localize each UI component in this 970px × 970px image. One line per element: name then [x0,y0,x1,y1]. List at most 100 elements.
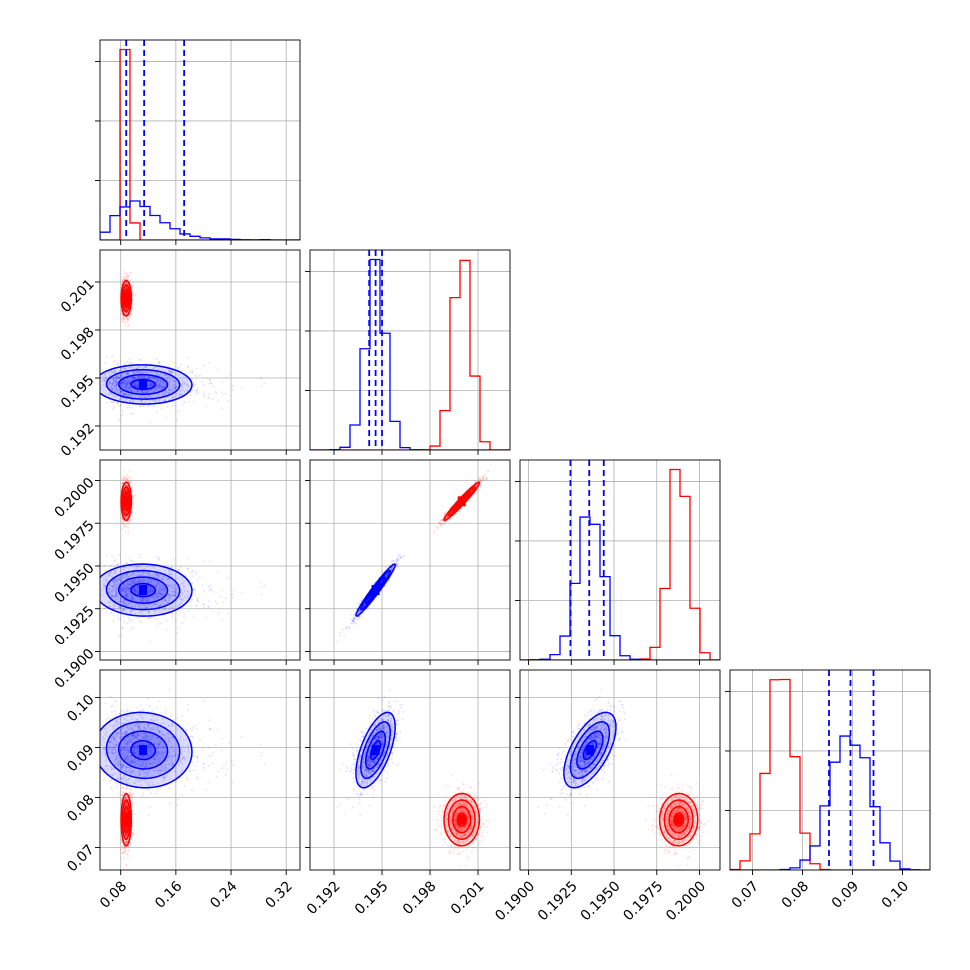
scatter-point [125,304,128,307]
scatter-point [121,380,124,382]
scatter-point [183,401,186,404]
scatter-point [158,381,161,384]
scatter-point [115,383,118,386]
scatter-point [133,382,136,385]
scatter-point [125,381,128,384]
scatter-point [194,604,197,607]
scatter-point [231,593,234,596]
scatter-point [126,394,128,397]
scatter-point [163,399,166,401]
scatter-point [176,392,178,395]
scatter-point [111,387,114,390]
scatter-point [145,395,147,398]
scatter-point [133,383,135,386]
scatter-point [181,382,184,385]
scatter-point [123,621,126,624]
scatter-point [115,378,118,380]
scatter-point [129,387,132,390]
scatter-point [132,497,134,499]
scatter-point [124,387,127,390]
scatter-point [174,387,176,390]
scatter-point [107,393,110,396]
scatter-point [124,303,127,306]
scatter-point [125,312,127,315]
scatter-point [133,371,136,374]
density-peak [139,379,148,390]
scatter-point [148,385,151,387]
scatter-point [104,379,107,382]
scatter-point [128,617,131,620]
scatter-point [157,389,160,392]
scatter-point [168,369,171,372]
scatter-point [115,396,118,399]
scatter-point [185,379,188,382]
scatter-point [149,383,152,386]
scatter-point [112,361,115,364]
scatter-point [133,384,136,387]
scatter-point [150,388,153,391]
scatter-point [138,375,141,378]
scatter-point [127,276,129,278]
scatter-point [214,391,217,393]
scatter-point [128,404,131,407]
scatter-point [126,383,129,386]
scatter-point [128,271,131,274]
scatter-point [150,383,153,386]
scatter-point [168,380,171,383]
scatter-point [117,389,120,392]
scatter-point [125,308,128,310]
y-tick-label: 0.198 [58,324,98,364]
scatter-point [105,402,108,405]
scatter-point [124,275,127,278]
scatter-point [203,393,206,396]
scatter-point [151,396,153,399]
scatter-point [129,315,131,318]
scatter-point [214,600,217,602]
scatter-point [130,485,133,488]
scatter-point [128,381,131,383]
scatter-point [119,405,122,408]
scatter-point [121,375,124,378]
scatter-point [126,274,128,277]
scatter-point [131,376,133,379]
scatter-point [125,291,128,294]
scatter-point [129,388,132,391]
scatter-point [187,366,189,369]
scatter-point [128,387,131,389]
scatter-point [186,389,189,391]
panel-frame [99,249,301,451]
scatter-point [123,393,125,396]
scatter-point [126,484,129,487]
scatter-point [140,400,143,403]
scatter-point [108,381,111,384]
scatter-point [133,382,135,384]
scatter-point [231,385,234,388]
scatter-point [132,371,135,374]
scatter-point [169,371,172,373]
scatter-point [210,587,213,590]
scatter-point [136,384,139,387]
scatter-point [123,380,126,383]
scatter-point [158,386,161,388]
scatter-point [112,377,115,380]
scatter-point [148,394,151,397]
scatter-point [156,384,158,386]
scatter-point [217,612,220,615]
scatter-point [151,383,154,386]
scatter-point [125,512,128,515]
scatter-point [103,373,105,375]
histogram-series [310,259,510,450]
scatter-point [155,379,158,382]
scatter-point [123,318,125,321]
scatter-point [167,369,170,372]
scatter-point [126,372,128,375]
scatter-point [123,379,126,381]
scatter-point [126,484,129,487]
scatter-point [148,386,151,388]
scatter-point [130,312,133,315]
scatter-point [120,396,123,399]
scatter-point [139,396,142,399]
y-tick-label: 0.195 [58,372,98,412]
scatter-point [135,371,138,374]
scatter-point [125,312,128,314]
